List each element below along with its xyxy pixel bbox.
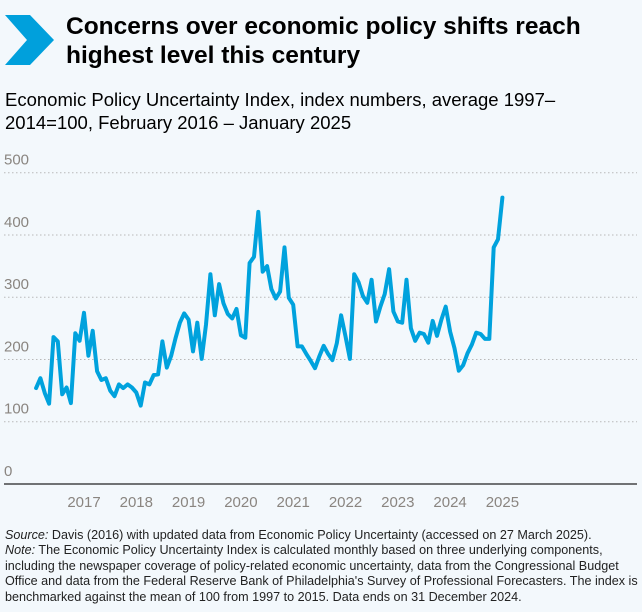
- y-tick-label: 400: [4, 214, 29, 231]
- data-line: [34, 195, 505, 408]
- y-tick-label: 100: [4, 401, 29, 418]
- source-text: Davis (2016) with updated data from Econ…: [48, 528, 592, 542]
- y-tick-label: 200: [4, 338, 29, 355]
- note-label: Note:: [5, 543, 36, 558]
- chart-subtitle: Economic Policy Uncertainty Index, index…: [5, 89, 556, 133]
- chart-title: Concerns over economic policy shifts rea…: [66, 13, 581, 69]
- chart-notes: Source: Davis (2016) with updated data f…: [5, 528, 640, 605]
- x-tick-label: 2019: [172, 494, 205, 511]
- source-label: Source:: [5, 528, 49, 542]
- line-chart: 0 100 200 300 400 500 2017 2018 2019 2020 2021 2022…: [4, 152, 637, 511]
- y-tick-label: 500: [4, 152, 29, 169]
- x-tick-label: 2024: [433, 494, 466, 511]
- x-tick-label: 2025: [486, 494, 519, 511]
- y-tick-label: 0: [4, 463, 12, 480]
- x-tick-label: 2018: [120, 494, 153, 511]
- x-tick-label: 2020: [224, 494, 257, 511]
- x-tick-label: 2022: [329, 494, 362, 511]
- note-text: The Economic Policy Uncertainty Index is…: [5, 543, 638, 604]
- chevron-logo-icon: [5, 15, 54, 65]
- x-tick-label: 2023: [381, 494, 414, 511]
- x-tick-label: 2021: [277, 494, 310, 511]
- x-tick-label: 2017: [67, 494, 100, 511]
- y-tick-label: 300: [4, 276, 29, 293]
